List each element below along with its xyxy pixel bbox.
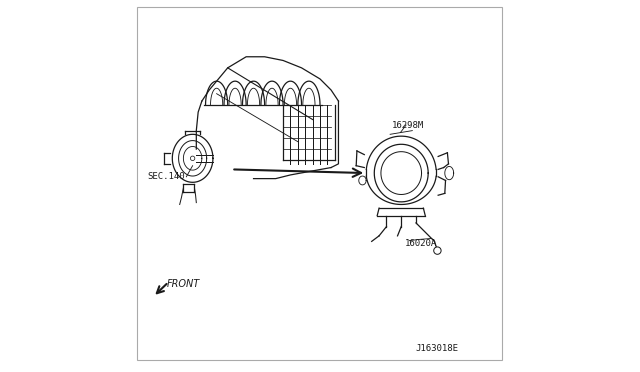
Text: SEC.140: SEC.140 (148, 172, 185, 181)
Circle shape (434, 247, 441, 254)
Text: 16020A: 16020A (405, 239, 437, 248)
Text: FRONT: FRONT (167, 279, 200, 289)
Text: J163018E: J163018E (415, 344, 458, 353)
Text: 16298M: 16298M (392, 121, 424, 129)
